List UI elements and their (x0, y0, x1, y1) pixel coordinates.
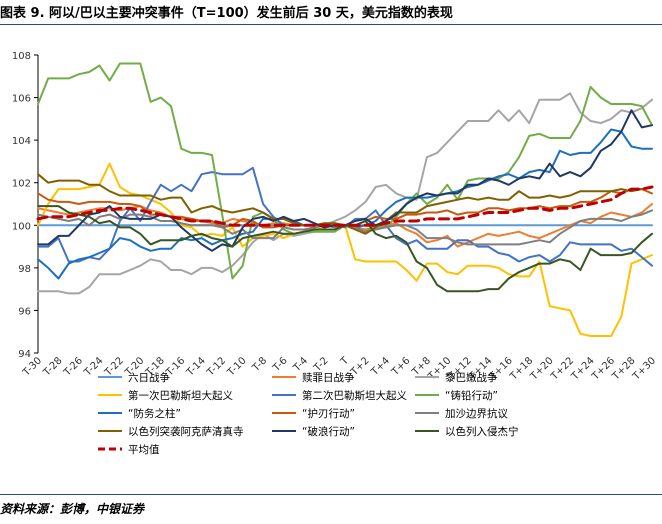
series-line-3 (37, 92, 653, 295)
series-line-5 (37, 166, 653, 267)
legend-label: 加沙边界抗议 (445, 407, 508, 420)
chart-title: 图表 9. 阿以/巴以主要冲突事件（T=100）发生前后 30 天，美元指数的表… (0, 6, 453, 21)
x-tick-label: T+30 (630, 355, 658, 383)
x-tick-label: T+4 (369, 355, 392, 378)
series-line-13 (36, 185, 654, 227)
legend-label: 以色列突袭阿克萨清真寺 (128, 425, 244, 438)
legend-label: 六日战争 (128, 371, 170, 384)
y-tick-label: 108 (12, 51, 31, 62)
line-chart: 949698100102104106108T-30T-28T-26T-24T-2… (12, 51, 658, 456)
plot-area (36, 62, 654, 337)
legend-label: 黎巴嫩战争 (445, 371, 498, 384)
legend-label: “铸铅行动” (445, 389, 498, 402)
x-tick-label: T+28 (610, 355, 638, 383)
x-tick-label: T-22 (102, 355, 126, 379)
legend-label: “护刃行动” (302, 407, 355, 420)
x-tick-label: T+18 (508, 355, 536, 383)
legend-label: 以色列入侵杰宁 (445, 425, 519, 438)
x-tick-label: T+6 (389, 355, 412, 378)
x-tick-label: T-28 (41, 355, 65, 379)
legend-label: “防务之柱” (128, 407, 181, 420)
y-tick-label: 94 (18, 349, 31, 360)
x-tick-label: T-8 (250, 355, 269, 374)
legend-label: 赎罪日战争 (302, 371, 355, 384)
source-note: 资料来源：彭博，中银证券 (0, 502, 145, 516)
y-tick-label: 104 (12, 136, 31, 147)
y-tick-label: 98 (18, 264, 31, 275)
x-tick-label: T-10 (225, 355, 249, 379)
chart-axes: 949698100102104106108T-30T-28T-26T-24T-2… (12, 51, 658, 383)
y-tick-label: 102 (12, 179, 31, 190)
legend-label: 第二次巴勒斯坦大起义 (302, 389, 407, 402)
legend-label: “破浪行动” (302, 425, 355, 438)
x-tick-label: T (338, 355, 351, 368)
x-tick-label: T-14 (184, 355, 208, 379)
y-tick-label: 100 (12, 221, 31, 232)
series-line-4 (37, 162, 653, 337)
legend-label: 平均值 (128, 443, 160, 456)
y-tick-label: 96 (18, 306, 31, 317)
x-tick-label: T-24 (82, 355, 106, 379)
x-tick-label: T-26 (61, 355, 85, 379)
title-divider (0, 24, 662, 25)
x-tick-label: T+22 (549, 355, 577, 383)
footer-divider (0, 494, 662, 495)
legend-label: 第一次巴勒斯坦大起义 (128, 389, 233, 402)
x-tick-label: T+24 (569, 355, 597, 383)
y-tick-label: 106 (12, 94, 31, 105)
series-line-6 (37, 62, 653, 280)
x-tick-label: T-12 (205, 355, 229, 379)
x-tick-label: T+26 (589, 355, 617, 383)
x-tick-label: T+20 (528, 355, 556, 383)
x-tick-label: T-6 (271, 355, 290, 374)
